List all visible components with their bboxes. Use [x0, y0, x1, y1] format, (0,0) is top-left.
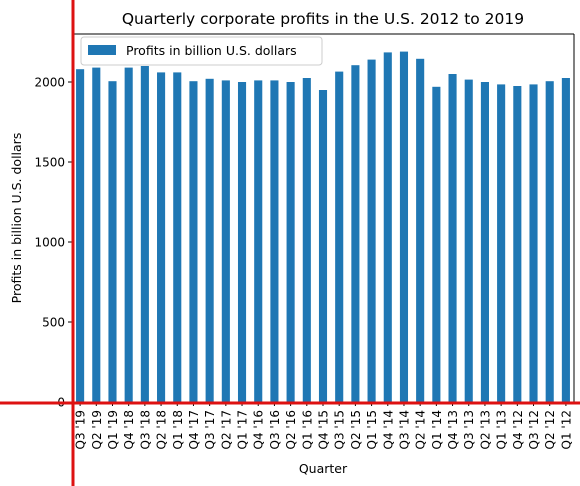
- x-tick-label: Q1 '14: [430, 410, 444, 449]
- x-tick-label: Q3 '12: [527, 410, 541, 449]
- bar: [399, 51, 409, 402]
- bar: [318, 90, 328, 402]
- legend-frame: [80, 36, 323, 66]
- x-axis-label: Quarter: [299, 461, 348, 476]
- bar: [254, 80, 263, 403]
- bar: [205, 78, 214, 403]
- bar: [286, 82, 295, 402]
- x-tick-label: Q3 '14: [397, 410, 411, 449]
- bar: [237, 82, 247, 402]
- bar: [189, 81, 198, 402]
- y-tick-label: 1500: [34, 156, 65, 170]
- bar: [383, 52, 392, 403]
- x-tick-label: Q1 '18: [171, 410, 185, 449]
- chart-title: Quarterly corporate profits in the U.S. …: [122, 10, 524, 28]
- y-tick-label: 500: [42, 316, 65, 330]
- legend-swatch: [88, 45, 116, 55]
- x-tick-label: Q1 '15: [365, 410, 379, 449]
- bars-layer: [76, 51, 570, 403]
- x-tick-label: Q3 '17: [203, 410, 217, 449]
- x-tick-label: Q4 '18: [122, 410, 136, 449]
- bar: [76, 69, 85, 402]
- bar: [335, 71, 344, 402]
- bar: [545, 81, 554, 402]
- x-tick-label: Q2 '12: [543, 410, 557, 449]
- y-ticks: 0500100015002000: [34, 76, 72, 410]
- bar: [464, 79, 473, 402]
- x-tick-label: Q4 '17: [187, 410, 201, 449]
- x-tick-label: Q4 '15: [317, 410, 331, 449]
- bar: [270, 80, 279, 403]
- bar: [513, 86, 522, 402]
- x-tick-label: Q2 '16: [284, 410, 298, 449]
- x-tick-label: Q3 '15: [333, 410, 347, 449]
- bar: [173, 72, 182, 403]
- y-axis-label: Profits in billion U.S. dollars: [9, 133, 24, 304]
- x-tick-label: Q2 '18: [155, 410, 169, 449]
- bar: [416, 58, 425, 403]
- x-tick-label: Q2 '19: [90, 410, 104, 449]
- x-tick-label: Q2 '17: [219, 410, 233, 449]
- bar: [367, 59, 376, 402]
- x-tick-label: Q3 '18: [138, 410, 152, 449]
- x-tick-label: Q3 '19: [74, 410, 88, 449]
- bar: [92, 67, 101, 402]
- x-tick-label: Q4 '14: [381, 410, 395, 449]
- bar: [448, 74, 457, 402]
- bar: [157, 72, 166, 403]
- x-tick-label: Q1 '19: [106, 410, 120, 449]
- x-tick-label: Q1 '13: [495, 410, 509, 449]
- x-tick-label: Q1 '16: [300, 410, 314, 449]
- x-tick-label: Q4 '13: [446, 410, 460, 449]
- bar: [108, 81, 117, 402]
- x-tick-label: Q2 '15: [349, 410, 363, 449]
- x-tick-label: Q2 '13: [478, 410, 492, 449]
- bar: [302, 78, 311, 402]
- y-tick-label: 2000: [34, 76, 65, 90]
- x-tick-label: Q3 '13: [462, 410, 476, 449]
- legend-label: Profits in billion U.S. dollars: [126, 43, 297, 58]
- bar: [124, 67, 133, 402]
- x-ticks: Q3 '19 Q2 '19 Q1 '19 Q4 '18 Q3 '18 Q2 '18 Q1 '…: [74, 402, 573, 449]
- bar: [561, 78, 570, 402]
- x-tick-label: Q2 '14: [414, 410, 428, 449]
- bar: [351, 65, 360, 402]
- bar: [221, 80, 230, 403]
- bar: [529, 84, 538, 403]
- legend: Profits in billion U.S. dollars: [80, 36, 323, 66]
- x-tick-label: Q4 '12: [511, 410, 525, 449]
- bar: [140, 66, 149, 402]
- x-tick-label: Q3 '16: [268, 410, 282, 449]
- x-tick-label: Q1 '17: [236, 410, 250, 449]
- y-tick-label: 1000: [34, 236, 65, 250]
- bar: [497, 84, 506, 403]
- bar: [480, 82, 489, 402]
- bar: [432, 86, 441, 403]
- x-tick-label: Q4 '16: [252, 410, 266, 449]
- x-tick-label: Q1 '12: [559, 410, 573, 449]
